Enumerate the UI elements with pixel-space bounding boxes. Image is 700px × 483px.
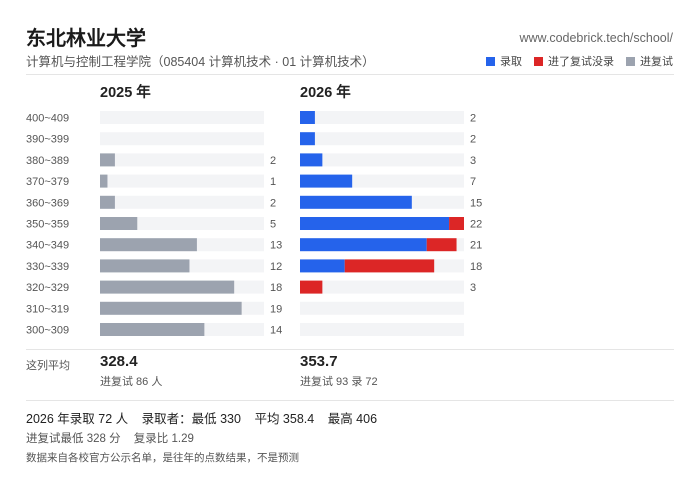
legend-item-admitted: 录取 — [486, 53, 522, 69]
bar-track — [300, 111, 464, 124]
bar-segment — [300, 280, 323, 294]
bar-track — [300, 132, 464, 146]
bar-segment — [100, 153, 115, 167]
bar-segment — [300, 259, 345, 273]
bar-value-label: 5 — [270, 219, 276, 231]
bar-value-label: 19 — [270, 303, 282, 315]
summary-line-1: 2026 年录取 72 人 录取者：最低 330 平均 358.4 最高 406 — [26, 408, 387, 427]
legend-label-admitted: 录取 — [500, 56, 522, 68]
category-label: 400~409 — [26, 113, 69, 125]
bar-segment — [100, 301, 242, 315]
category-label: 320~329 — [26, 282, 69, 294]
page-title: 东北林业大学 — [26, 28, 146, 50]
bar-value-label: 14 — [270, 325, 282, 337]
bar-segment — [100, 238, 197, 252]
bar-value-label: 22 — [470, 219, 482, 231]
chart-legend: 录取 进了复试没录 进复试 — [486, 53, 673, 69]
bar-track — [100, 153, 264, 167]
category-label: 350~359 — [26, 219, 69, 231]
bar-segment — [100, 323, 205, 336]
bar-segment — [300, 132, 315, 146]
bar-track — [100, 174, 264, 188]
bar-value-label: 7 — [470, 176, 476, 188]
legend-item-rejected: 进了复试没录 — [534, 53, 614, 69]
category-label: 310~319 — [26, 303, 69, 315]
category-label: 300~309 — [26, 325, 69, 337]
category-label: 330~339 — [26, 261, 69, 273]
bar-segment — [100, 259, 190, 273]
bar-segment — [100, 195, 115, 209]
legend-label-rejected: 进了复试没录 — [548, 56, 614, 68]
bar-segment — [300, 111, 315, 124]
site-url[interactable]: www.codebrick.tech/school/ — [519, 31, 673, 45]
bar-segment — [300, 195, 412, 209]
legend-label-interview: 进复试 — [640, 56, 673, 68]
bar-track — [300, 323, 464, 336]
bar-value-label: 3 — [470, 155, 476, 167]
footnote: 数据来自各校官方公示名单，是往年的点数结果，不是预测 — [26, 452, 299, 464]
page-subtitle: 计算机与控制工程学院（085404 计算机技术 · 01 计算机技术） — [26, 55, 375, 69]
avg-row-label: 这列平均 — [26, 360, 70, 372]
bar-track — [300, 153, 464, 167]
summary-divider — [26, 400, 674, 401]
summary-line-2: 进复试最低 328 分 复录比 1.29 — [26, 430, 204, 446]
avg-value-2026: 353.7 — [300, 353, 338, 370]
legend-item-interview: 进复试 — [626, 53, 673, 69]
avg-divider — [26, 349, 674, 350]
bar-value-label: 15 — [470, 197, 482, 209]
bar-value-label: 2 — [470, 134, 476, 146]
category-label: 380~389 — [26, 155, 69, 167]
bar-segment — [449, 217, 464, 230]
summary-admitted-min: 录取者：最低 330 — [141, 412, 241, 426]
category-label: 390~399 — [26, 134, 69, 146]
bar-segment — [300, 217, 450, 230]
bar-value-label: 3 — [470, 282, 476, 294]
bar-segment — [100, 217, 138, 230]
bar-segment — [300, 238, 427, 252]
category-label: 370~379 — [26, 176, 69, 188]
panel-title-2026: 2026 年 — [300, 85, 351, 101]
category-label: 340~349 — [26, 240, 69, 252]
bar-track — [300, 301, 464, 315]
bar-value-label: 18 — [270, 282, 282, 294]
bar-value-label: 13 — [270, 240, 282, 252]
bar-track — [300, 280, 464, 294]
bar-segment — [100, 174, 108, 188]
bar-value-label: 1 — [270, 176, 276, 188]
summary-interview-min: 进复试最低 328 分 — [26, 433, 121, 445]
bar-value-label: 18 — [470, 261, 482, 273]
bar-segment — [300, 174, 353, 188]
avg-value-2025: 328.4 — [100, 353, 138, 370]
bar-segment — [426, 238, 457, 252]
bar-segment — [100, 280, 235, 294]
bar-track — [100, 195, 264, 209]
summary-ratio: 复录比 1.29 — [133, 433, 194, 445]
bar-segment — [344, 259, 435, 273]
bar-track — [100, 217, 264, 230]
bar-track — [100, 111, 264, 124]
summary-admitted-avg: 平均 358.4 — [254, 412, 315, 426]
legend-swatch-admitted — [486, 56, 495, 66]
bar-value-label: 2 — [270, 197, 276, 209]
legend-swatch-interview — [626, 56, 635, 66]
avg-sub-2025: 进复试 86 人 — [100, 376, 163, 388]
bar-value-label: 12 — [270, 261, 282, 273]
bar-value-label: 2 — [270, 155, 276, 167]
bar-value-label: 21 — [470, 240, 482, 252]
category-label: 360~369 — [26, 197, 69, 209]
bar-value-label: 2 — [470, 113, 476, 125]
summary-admitted-max: 最高 406 — [327, 412, 378, 426]
avg-sub-2026: 进复试 93 录 72 — [300, 376, 378, 388]
summary-admitted-count: 2026 年录取 72 人 — [26, 412, 129, 426]
legend-swatch-rejected — [534, 56, 543, 66]
header-divider — [26, 74, 674, 75]
bar-track — [100, 132, 264, 146]
panel-title-2025: 2025 年 — [100, 85, 151, 101]
bar-segment — [300, 153, 323, 167]
